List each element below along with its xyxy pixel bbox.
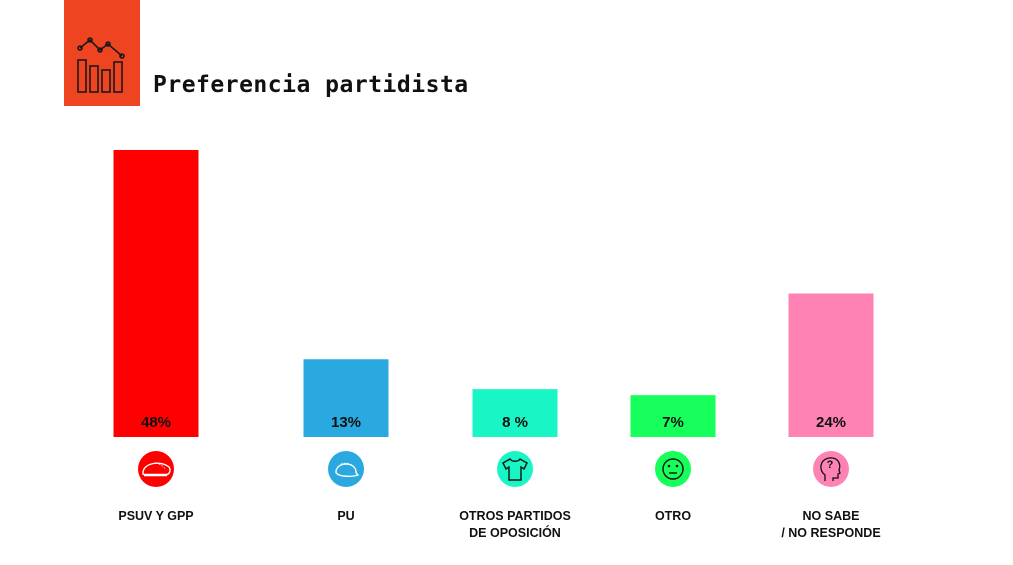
- bar-value-label: 24%: [816, 414, 846, 431]
- bar-value-label: 7%: [662, 414, 684, 431]
- category-label-line: OTRO: [654, 509, 692, 523]
- tshirt-icon: [497, 451, 533, 487]
- chart-title: Preferencia partidista: [153, 72, 469, 98]
- category-label-line: / NO RESPONDE: [781, 526, 881, 540]
- category-label-line: DE OPOSICIÓN: [469, 526, 561, 540]
- category-label-line: PSUV Y GPP: [118, 509, 194, 523]
- category-label: OTRO: [588, 508, 758, 525]
- bar-3: [472, 389, 558, 437]
- bar-chart-logo-icon: [77, 37, 125, 93]
- category-label: OTROS PARTIDOS DE OPOSICIÓN: [430, 508, 600, 542]
- bar-2: [303, 359, 389, 437]
- bar-5: [788, 293, 874, 437]
- bar-4: [630, 395, 716, 437]
- category-label: NO SABE / NO RESPONDE: [746, 508, 916, 542]
- bar-1: [113, 150, 199, 437]
- category-label-line: NO SABE: [802, 509, 860, 523]
- head-question-icon: ?: [813, 451, 849, 487]
- chart-logo: [64, 0, 140, 106]
- bar-value-label: 8 %: [502, 414, 528, 431]
- beret-icon: [138, 451, 174, 487]
- category-label: PU: [261, 508, 431, 525]
- category-label: PSUV Y GPP: [71, 508, 241, 525]
- neutral-face-icon: [655, 451, 691, 487]
- svg-text:?: ?: [827, 459, 834, 471]
- bar-value-label: 13%: [331, 414, 361, 431]
- cap-icon: [328, 451, 364, 487]
- category-label-line: OTROS PARTIDOS: [459, 509, 571, 523]
- category-label-line: PU: [337, 509, 355, 523]
- bar-value-label: 48%: [141, 414, 171, 431]
